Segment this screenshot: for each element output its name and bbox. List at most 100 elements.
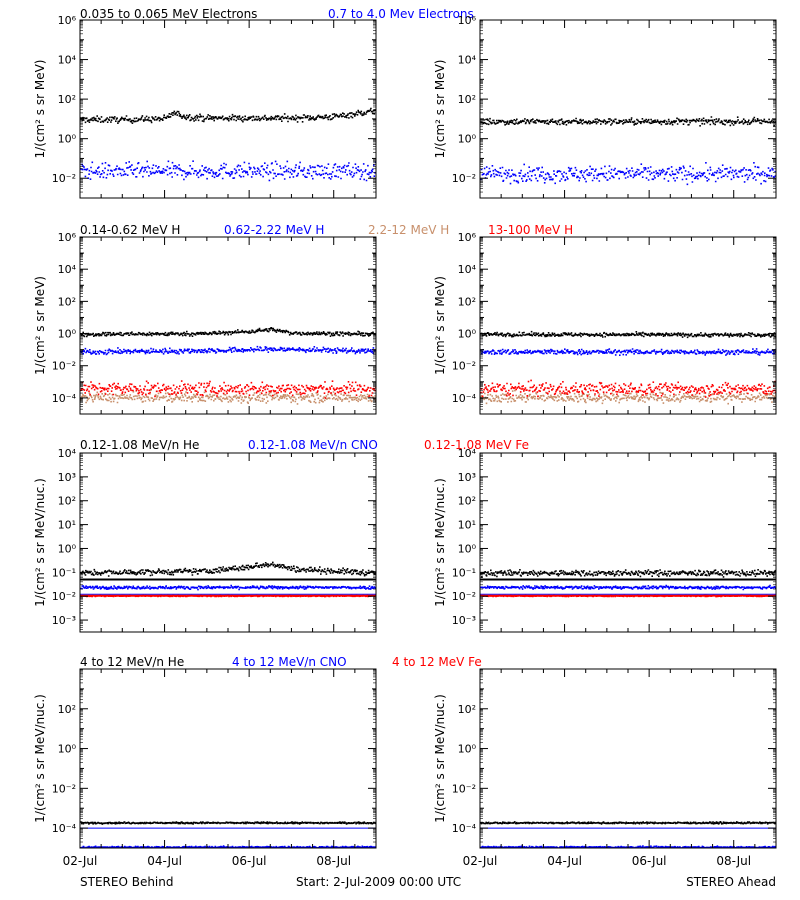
panel-heavy-high-ahead: 1/(cm² s sr MeV/nuc.)10⁻⁴10⁻²10⁰10²02-Ju…	[433, 668, 777, 868]
series-0	[480, 116, 776, 127]
y-tick-label: 10²	[458, 93, 476, 106]
series-0	[80, 327, 376, 338]
y-tick-label: 10⁴	[58, 263, 77, 276]
y-axis: 10⁻⁴ 10⁻² 10⁰ 10² 10⁴ 10⁶	[452, 231, 776, 415]
y-tick-label: 10³	[458, 471, 476, 484]
data-points	[80, 160, 376, 182]
y-tick-label: 10⁻²	[52, 590, 76, 603]
y-axis-label: 1/(cm² s sr MeV/nuc.)	[433, 478, 447, 607]
data-points	[80, 380, 376, 399]
y-tick-label: 10⁻¹	[452, 566, 476, 579]
y-tick-label: 10¹	[458, 519, 476, 532]
y-tick-label: 10⁰	[458, 328, 477, 341]
y-tick-label: 10¹	[58, 519, 76, 532]
plot-area	[80, 561, 376, 598]
legend-protons-2: 0.62-2.22 MeV H	[224, 223, 324, 237]
plot-area	[480, 116, 776, 186]
panel-electrons-behind: 1/(cm² s sr MeV) 10⁻² 10⁰ 10² 10⁴ 10⁶	[33, 14, 377, 199]
series-2	[80, 389, 376, 405]
x-tick-label: 08-Jul	[716, 854, 751, 868]
x-tick-label: 02-Jul	[63, 854, 98, 868]
legend-heavy-high-cno: 4 to 12 MeV/n CNO	[232, 655, 347, 669]
data-points	[80, 345, 376, 356]
y-tick-label: 10⁻²	[52, 172, 76, 185]
data-points	[80, 389, 376, 405]
y-tick-label: 10⁻²	[452, 360, 476, 373]
x-tick-label: 04-Jul	[547, 854, 582, 868]
legend-electrons: 0.035 to 0.065 MeV Electrons 0.7 to 4.0 …	[80, 7, 474, 21]
plot-area	[80, 107, 376, 182]
legend-heavy-low-he: 0.12-1.08 MeV/n He	[80, 438, 199, 452]
y-tick-label: 10⁻¹	[52, 566, 76, 579]
legend-protons: 0.14-0.62 MeV H 0.62-2.22 MeV H 2.2-12 M…	[80, 223, 573, 237]
y-tick-label: 10³	[58, 471, 76, 484]
data-points	[480, 584, 776, 591]
legend-heavy-high-he: 4 to 12 MeV/n He	[80, 655, 184, 669]
plot-area	[480, 330, 776, 405]
legend-heavy-high-fe: 4 to 12 MeV Fe	[392, 655, 482, 669]
data-points	[480, 569, 776, 578]
data-points	[480, 330, 776, 339]
series-0	[480, 330, 776, 339]
y-axis: 10⁻³ 10⁻² 10⁻¹ 10⁰ 10¹ 10² 10³ 10⁴	[452, 447, 776, 630]
x-axis	[479, 453, 777, 632]
x-tick-label: 02-Jul	[463, 854, 498, 868]
y-tick-label: 10⁻⁴	[452, 822, 477, 835]
y-tick-label: 10⁶	[458, 14, 477, 27]
series-0	[480, 569, 776, 578]
y-tick-label: 10⁶	[58, 231, 77, 244]
legend-heavy-low-cno: 0.12-1.08 MeV/n CNO	[248, 438, 378, 452]
y-tick-label: 10²	[458, 495, 476, 508]
series-1	[80, 345, 376, 356]
x-tick-label: 04-Jul	[147, 854, 182, 868]
y-axis-label: 1/(cm² s sr MeV)	[33, 276, 47, 375]
data-points	[480, 162, 776, 186]
y-tick-label: 10²	[458, 295, 476, 308]
data-points	[480, 116, 776, 127]
y-axis: 10⁻³ 10⁻² 10⁻¹ 10⁰ 10¹ 10² 10³ 10⁴	[52, 447, 376, 630]
y-tick-label: 10⁻⁴	[52, 392, 77, 405]
y-tick-label: 10⁴	[458, 447, 477, 460]
y-tick-label: 10⁻²	[452, 590, 476, 603]
y-tick-label: 10²	[58, 295, 76, 308]
y-tick-label: 10⁻²	[452, 172, 476, 185]
y-tick-label: 10⁰	[458, 133, 477, 146]
series-1	[80, 160, 376, 182]
y-axis: 10⁻⁴ 10⁻² 10⁰ 10²	[452, 668, 776, 849]
panels: 1/(cm² s sr MeV) 10⁻² 10⁰ 10² 10⁴ 10⁶ 1/(cm² s…	[33, 14, 777, 868]
series-2	[480, 389, 776, 405]
plot-area	[80, 327, 376, 405]
y-tick-label: 10⁰	[458, 743, 477, 756]
y-tick-label: 10⁴	[58, 447, 77, 460]
y-tick-label: 10⁴	[58, 54, 77, 67]
series-1	[80, 584, 376, 591]
series-1	[480, 348, 776, 356]
panel-heavy-low-behind: 1/(cm² s sr MeV/nuc.)10⁻³10⁻²10⁻¹10⁰10¹1…	[33, 447, 377, 633]
x-axis	[79, 20, 377, 198]
panel-electrons-ahead: 1/(cm² s sr MeV) 10⁻² 10⁰ 10² 10⁴ 10⁶	[433, 14, 777, 199]
series-0	[80, 561, 376, 577]
y-tick-label: 10²	[58, 93, 76, 106]
legend-heavy-low: 0.12-1.08 MeV/n He 0.12-1.08 MeV/n CNO 0…	[80, 438, 529, 452]
footer: STEREO Behind Start: 2-Jul-2009 00:00 UT…	[80, 875, 776, 889]
data-points	[80, 561, 376, 577]
x-tick-label: 08-Jul	[316, 854, 351, 868]
legend-electrons-high: 0.7 to 4.0 Mev Electrons	[328, 7, 474, 21]
data-points	[480, 348, 776, 356]
y-axis: 10⁻² 10⁰ 10² 10⁴ 10⁶	[452, 14, 776, 199]
y-axis: 10⁻⁴ 10⁻² 10⁰ 10² 10⁴ 10⁶	[52, 231, 376, 415]
y-axis: 10⁻² 10⁰ 10² 10⁴ 10⁶	[52, 14, 376, 199]
legend-heavy-high: 4 to 12 MeV/n He 4 to 12 MeV/n CNO 4 to …	[80, 655, 482, 669]
y-axis-label: 1/(cm² s sr MeV)	[33, 60, 47, 159]
footer-right-label: STEREO Ahead	[686, 875, 776, 889]
y-tick-label: 10²	[58, 703, 76, 716]
series-3	[80, 380, 376, 399]
series-0	[80, 107, 376, 124]
series-2	[80, 594, 376, 598]
series-0	[480, 821, 776, 825]
x-axis	[479, 237, 777, 414]
series-2	[480, 594, 776, 598]
legend-electrons-low: 0.035 to 0.065 MeV Electrons	[80, 7, 257, 21]
y-tick-label: 10⁰	[458, 542, 477, 555]
